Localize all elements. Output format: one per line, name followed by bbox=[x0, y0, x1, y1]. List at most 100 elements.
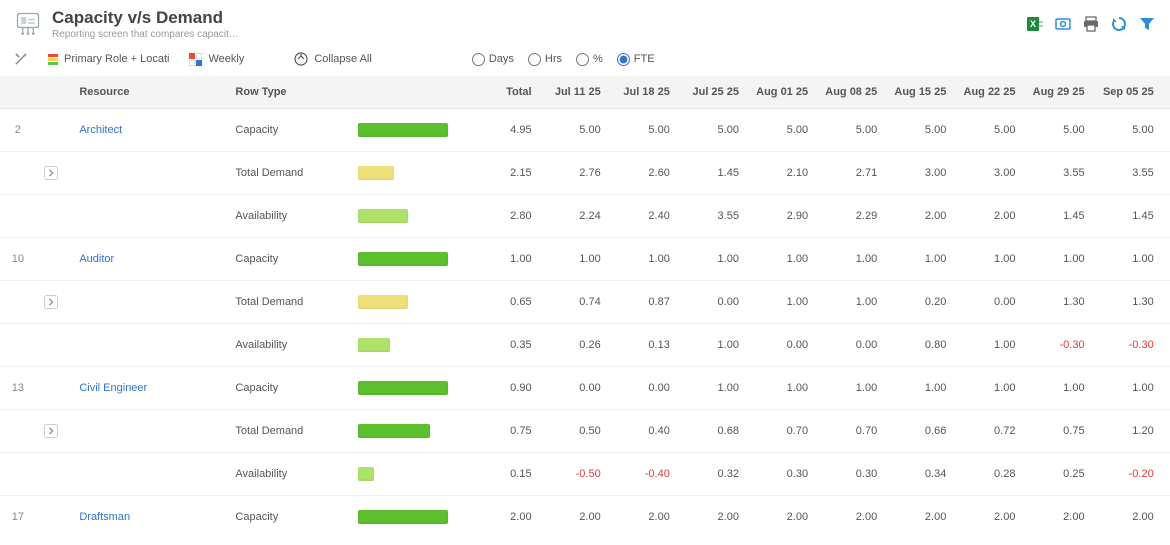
value-cell: 2.00 bbox=[954, 195, 1023, 238]
rowtype-cell: Total Demand bbox=[227, 281, 350, 324]
value-cell: 1.20 bbox=[1093, 410, 1162, 453]
col-total-header[interactable]: Total bbox=[473, 76, 540, 109]
bar-cell bbox=[350, 109, 473, 152]
report-icon bbox=[14, 10, 42, 38]
value-cell: 1.00 bbox=[747, 281, 816, 324]
col-date-header[interactable]: Jul 11 25 bbox=[540, 76, 609, 109]
expand-toggle[interactable] bbox=[44, 424, 58, 438]
expand-cell bbox=[36, 152, 72, 195]
value-cell: 2.00 bbox=[1162, 496, 1170, 530]
resource-link[interactable]: Auditor bbox=[79, 253, 114, 265]
value-cell: 0.13 bbox=[609, 324, 678, 367]
resource-link[interactable]: Civil Engineer bbox=[79, 382, 147, 394]
total-cell: 0.15 bbox=[473, 453, 540, 496]
value-cell: 1.45 bbox=[678, 152, 747, 195]
refresh-icon[interactable] bbox=[1110, 15, 1128, 33]
value-cell: 1.00 bbox=[1023, 367, 1092, 410]
value-cell: 0.74 bbox=[540, 281, 609, 324]
value-cell: 0.62 bbox=[1162, 281, 1170, 324]
utilization-bar bbox=[358, 166, 394, 180]
value-cell: 3.55 bbox=[1023, 152, 1092, 195]
grid-container: Resource Row Type Total Jul 11 25Jul 18 … bbox=[0, 76, 1170, 529]
value-cell: 0.80 bbox=[885, 324, 954, 367]
expand-cell bbox=[36, 238, 72, 281]
toolbar: Primary Role + Locati Weekly Collapse Al… bbox=[0, 46, 1170, 76]
col-date-header[interactable]: Sep 05 25 bbox=[1093, 76, 1162, 109]
bar-cell bbox=[350, 324, 473, 367]
value-cell: 2.80 bbox=[1162, 195, 1170, 238]
table-row: Availability2.802.242.403.552.902.292.00… bbox=[0, 195, 1170, 238]
header-actions: X bbox=[1026, 15, 1156, 33]
value-cell: 0.75 bbox=[1023, 410, 1092, 453]
radio-hrs-label: Hrs bbox=[545, 53, 562, 65]
settings-button[interactable] bbox=[14, 52, 28, 66]
value-cell: 1.00 bbox=[747, 367, 816, 410]
radio-pct[interactable]: % bbox=[576, 53, 603, 66]
resource-link[interactable]: Architect bbox=[79, 124, 122, 136]
resource-cell: Draftsman bbox=[71, 496, 227, 530]
col-resource-header[interactable]: Resource bbox=[71, 76, 227, 109]
utilization-bar bbox=[358, 209, 408, 223]
value-cell: 1.00 bbox=[954, 324, 1023, 367]
filter-icon[interactable] bbox=[1138, 15, 1156, 33]
radio-days[interactable]: Days bbox=[472, 53, 514, 66]
value-cell: 0.32 bbox=[678, 453, 747, 496]
col-date-header[interactable]: Aug 29 25 bbox=[1023, 76, 1092, 109]
bar-cell bbox=[350, 238, 473, 281]
value-cell: 0.87 bbox=[609, 281, 678, 324]
unit-radio-group: Days Hrs % FTE bbox=[472, 53, 655, 66]
col-date-header[interactable]: Jul 18 25 bbox=[609, 76, 678, 109]
value-cell: 0.00 bbox=[816, 324, 885, 367]
value-cell: 2.00 bbox=[678, 496, 747, 530]
expand-toggle[interactable] bbox=[44, 166, 58, 180]
export-excel-icon[interactable]: X bbox=[1026, 15, 1044, 33]
col-rowtype-header[interactable]: Row Type bbox=[227, 76, 350, 109]
radio-hrs[interactable]: Hrs bbox=[528, 53, 562, 66]
value-cell: 0.72 bbox=[954, 410, 1023, 453]
header-left: Capacity v/s Demand Reporting screen tha… bbox=[14, 8, 239, 40]
radio-fte[interactable]: FTE bbox=[617, 53, 655, 66]
svg-text:X: X bbox=[1030, 19, 1036, 29]
value-cell: 2.24 bbox=[540, 195, 609, 238]
value-cell: 5.00 bbox=[954, 109, 1023, 152]
group-count: 13 bbox=[0, 367, 36, 410]
group-count bbox=[0, 281, 36, 324]
print-icon[interactable] bbox=[1082, 15, 1100, 33]
page-title: Capacity v/s Demand bbox=[52, 8, 239, 28]
table-row: Total Demand0.650.740.870.001.001.000.20… bbox=[0, 281, 1170, 324]
expand-toggle[interactable] bbox=[44, 295, 58, 309]
value-cell: 2.29 bbox=[816, 195, 885, 238]
col-date-header[interactable]: Jul 25 25 bbox=[678, 76, 747, 109]
table-row: 13Civil EngineerCapacity0.900.000.001.00… bbox=[0, 367, 1170, 410]
resource-link[interactable]: Draftsman bbox=[79, 511, 130, 523]
screenshot-icon[interactable] bbox=[1054, 15, 1072, 33]
resource-cell bbox=[71, 324, 227, 367]
group-count bbox=[0, 195, 36, 238]
total-cell: 0.75 bbox=[473, 410, 540, 453]
col-date-header[interactable]: Aug 22 25 bbox=[954, 76, 1023, 109]
table-row: Availability0.350.260.131.000.000.000.80… bbox=[0, 324, 1170, 367]
grid-scroll[interactable]: Resource Row Type Total Jul 11 25Jul 18 … bbox=[0, 76, 1170, 529]
utilization-bar bbox=[358, 252, 448, 266]
col-date-header[interactable]: Sep 12 25 bbox=[1162, 76, 1170, 109]
total-cell: 2.15 bbox=[473, 152, 540, 195]
value-cell: 0.30 bbox=[747, 453, 816, 496]
value-cell: 1.00 bbox=[816, 367, 885, 410]
value-cell: 2.00 bbox=[747, 496, 816, 530]
col-date-header[interactable]: Aug 01 25 bbox=[747, 76, 816, 109]
resource-cell bbox=[71, 410, 227, 453]
utilization-bar bbox=[358, 381, 448, 395]
bar-cell bbox=[350, 195, 473, 238]
expand-cell bbox=[36, 109, 72, 152]
radio-fte-label: FTE bbox=[634, 53, 655, 65]
expand-cell bbox=[36, 496, 72, 530]
group-count: 10 bbox=[0, 238, 36, 281]
bar-cell bbox=[350, 453, 473, 496]
grouping-selector[interactable]: Primary Role + Locati bbox=[48, 53, 169, 65]
expand-cell bbox=[36, 195, 72, 238]
value-cell: 2.20 bbox=[1162, 152, 1170, 195]
col-date-header[interactable]: Aug 15 25 bbox=[885, 76, 954, 109]
col-date-header[interactable]: Aug 08 25 bbox=[816, 76, 885, 109]
collapse-all-button[interactable]: Collapse All bbox=[294, 52, 371, 66]
timescale-selector[interactable]: Weekly bbox=[189, 53, 244, 66]
